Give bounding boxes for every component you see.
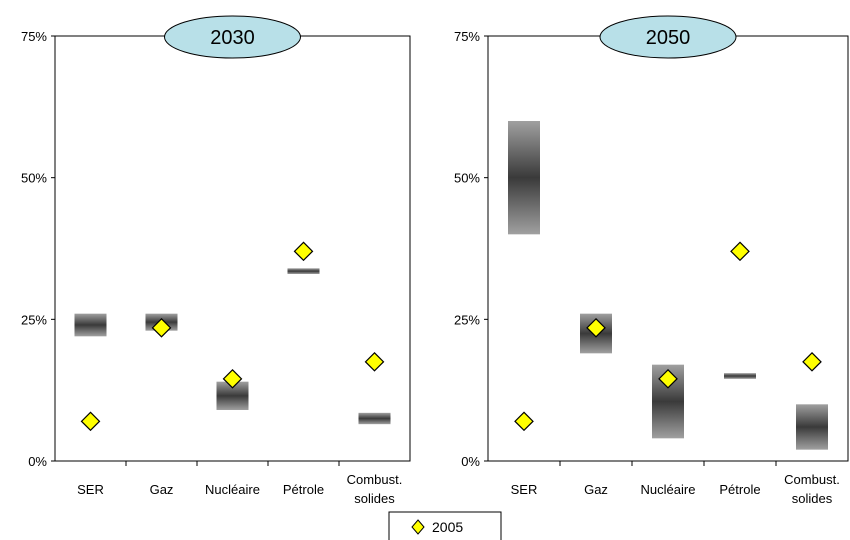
chart-panel-2030: 0% 25% 50% 75% SER Gaz Nucléaire Pétrole Combust… — [21, 15, 411, 506]
range-bar — [796, 404, 828, 450]
marker-2005 — [658, 368, 678, 389]
legend: 2005 — [388, 511, 502, 540]
legend-marker — [411, 519, 425, 535]
marker-2005 — [222, 368, 243, 389]
range-bar — [724, 373, 756, 379]
panel-title-ellipse — [599, 15, 737, 59]
marker-2005 — [364, 351, 385, 372]
marker-2005 — [730, 241, 750, 262]
x-tick-label: Pétrole — [283, 482, 324, 497]
marker-2005 — [151, 317, 172, 338]
legend-box — [388, 511, 502, 540]
y-tick-label: 75% — [454, 29, 480, 44]
x-tick-label: SER — [511, 482, 538, 497]
y-tick-label: 50% — [21, 171, 47, 186]
x-tick-label: Nucléaire — [205, 482, 260, 497]
range-bar — [287, 268, 320, 274]
chart-panel-2050: 0% 25% 50% 75% SER Gaz Nucléaire Pétrole Combust… — [454, 15, 849, 506]
legend-label: 2005 — [432, 519, 463, 535]
marker-2005 — [586, 317, 606, 338]
range-bar — [508, 121, 540, 235]
range-bar — [358, 412, 391, 425]
y-tick-label: 50% — [454, 171, 480, 186]
x-tick-label: Combust. solides — [784, 472, 840, 506]
y-tick-label: 25% — [21, 312, 47, 327]
x-tick-label: Gaz — [584, 482, 608, 497]
x-tick-label: Pétrole — [719, 482, 760, 497]
y-tick-label: 75% — [21, 29, 47, 44]
panel-title-ellipse — [164, 15, 301, 59]
x-tick-label: Nucléaire — [641, 482, 696, 497]
marker-2005 — [80, 411, 101, 432]
y-tick-label: 0% — [28, 454, 47, 469]
x-tick-label: SER — [77, 482, 104, 497]
y-tick-label: 25% — [454, 312, 480, 327]
marker-2005 — [802, 351, 822, 372]
marker-2005 — [293, 241, 314, 262]
y-tick-label: 0% — [461, 454, 480, 469]
panel-title: 2030 — [210, 27, 255, 49]
x-tick-label: Combust. solides — [347, 472, 403, 506]
range-bar — [74, 313, 107, 337]
x-tick-label: Gaz — [150, 482, 174, 497]
panel-title: 2050 — [646, 27, 691, 49]
marker-2005 — [514, 411, 534, 432]
